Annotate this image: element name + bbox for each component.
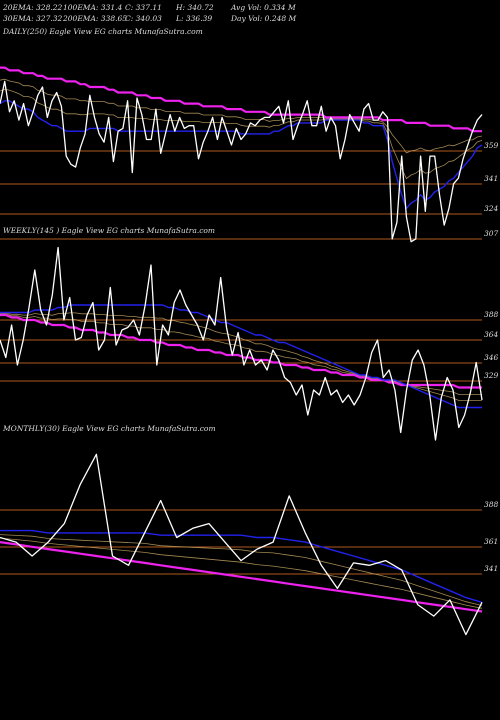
weekly-panel: 388 364 346 329: [0, 246, 499, 441]
daily-level-label: 341: [484, 174, 498, 183]
monthly-level-label: 361: [484, 537, 498, 546]
stat-ema30: 30EMA: 327.32: [3, 14, 63, 23]
monthly-panel: 388 361 341: [0, 453, 499, 636]
monthly-price-line: [0, 453, 483, 636]
daily-level-label: 359: [484, 141, 499, 150]
stat-close: C: 340.03: [125, 14, 162, 23]
weekly-ema20-line: [0, 304, 482, 409]
stat-ema200: 200EMA: 338.65: [63, 14, 128, 23]
stat-ema100: 100EMA: 331.4: [63, 3, 123, 12]
daily-ema-band-1: [0, 88, 483, 180]
weekly-ema200-line: [0, 313, 482, 389]
stat-high: H: 340.72: [176, 3, 214, 12]
monthly-ema-band-1: [0, 534, 483, 606]
daily-panel-title: DAILY(250) Eagle View EG charts MunafaSu…: [3, 27, 203, 36]
daily-panel: 359 341 324 307: [0, 66, 499, 243]
daily-level-label: 307: [484, 229, 499, 238]
daily-level-label: 324: [484, 204, 499, 213]
daily-ema20-line: [0, 100, 483, 210]
stat-open: C: 337.11: [125, 3, 162, 12]
monthly-level-label: 341: [484, 564, 498, 573]
stat-day-vol: Day Vol: 0.248 M: [231, 14, 297, 23]
stat-ema20: 20EMA: 328.22: [3, 3, 63, 12]
daily-price-line: [0, 80, 483, 243]
daily-ema200-line: [0, 66, 482, 133]
monthly-ema-band-2: [0, 537, 483, 609]
stat-avg-vol: Avg Vol: 0.334 M: [231, 3, 296, 12]
daily-ema-band-2: [0, 78, 483, 154]
weekly-panel-title: WEEKLY(145 ) Eagle View EG charts Munafa…: [3, 226, 216, 235]
weekly-level-label: 346: [484, 353, 499, 362]
weekly-level-label: 364: [484, 330, 499, 339]
weekly-price-line: [0, 246, 483, 441]
stat-low: L: 336.39: [176, 14, 213, 23]
monthly-level-label: 388: [484, 500, 499, 509]
monthly-panel-title: MONTHLY(30) Eagle View EG charts MunafaS…: [3, 424, 216, 433]
weekly-level-label: 388: [484, 310, 499, 319]
weekly-ema-band-2: [0, 313, 482, 395]
monthly-ema200-line: [0, 541, 483, 613]
weekly-level-label: 329: [484, 371, 499, 380]
